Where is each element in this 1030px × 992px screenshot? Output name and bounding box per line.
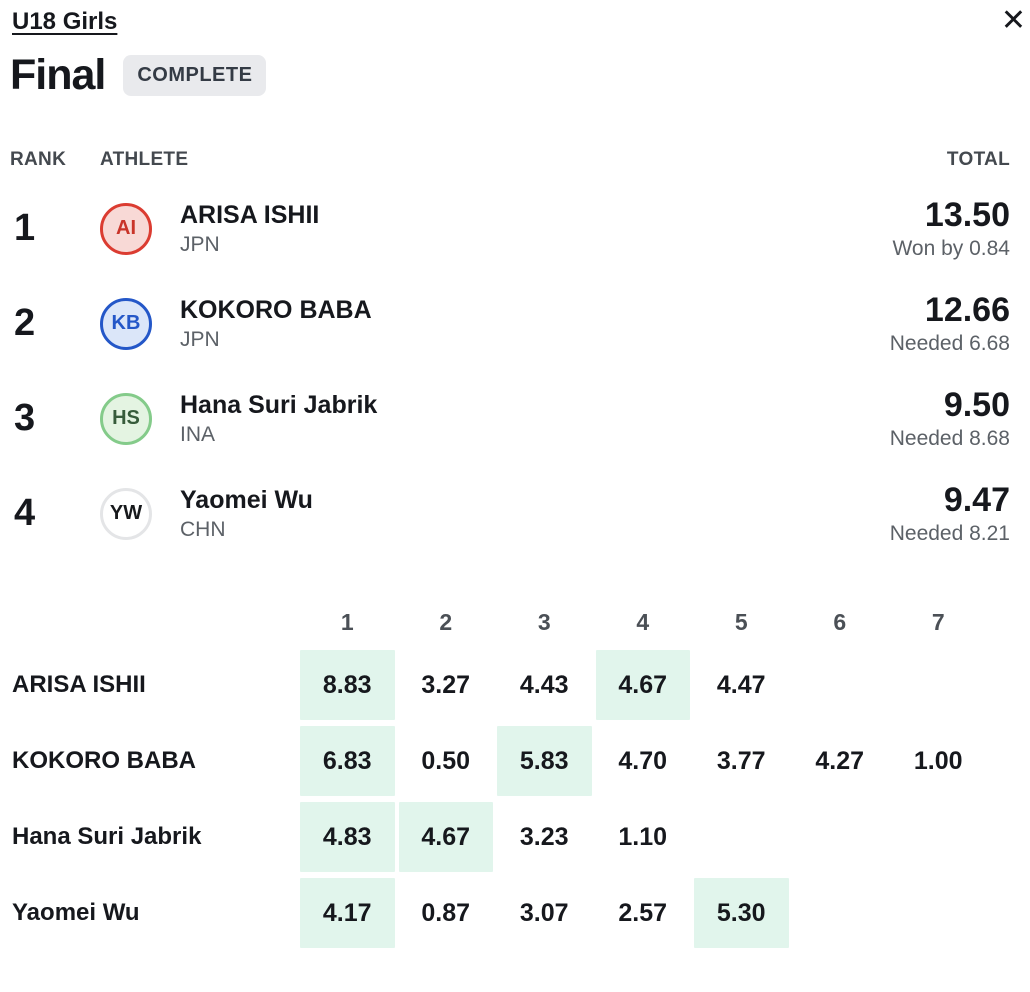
athlete-cell: HS Hana Suri Jabrik INA <box>100 390 890 447</box>
wave-score: 4.67 <box>398 802 493 873</box>
athlete-country: INA <box>180 423 216 447</box>
wave-score: 1.00 <box>913 746 963 775</box>
wave-column-4: 4 <box>636 608 650 635</box>
wave-score: 3.23 <box>519 822 569 851</box>
total-score: 9.50 <box>943 386 1010 425</box>
results-list: RANK ATHLETE TOTAL 1 AI ARISA ISHII JPN … <box>10 149 1010 561</box>
athlete-avatar: HS <box>100 392 152 445</box>
athlete-cell: AI ARISA ISHII JPN <box>100 200 892 257</box>
wave-row-label: Hana Suri Jabrik <box>12 823 202 851</box>
wave-score: 4.17 <box>300 878 395 949</box>
round-title: Final <box>10 51 106 99</box>
athlete-text: Hana Suri Jabrik INA <box>180 390 377 447</box>
wave-column-2: 2 <box>439 608 453 635</box>
wave-row-kokoro-baba: KOKORO BABA 6.83 0.50 5.83 4.70 3.77 4.2… <box>10 723 1010 799</box>
total-score: 9.47 <box>943 481 1010 520</box>
athlete-avatar: YW <box>100 487 152 540</box>
wave-column-6: 6 <box>833 608 847 635</box>
wave-score: 3.27 <box>421 670 471 699</box>
wave-score: 0.50 <box>421 746 471 775</box>
wave-table-header: 1 2 3 4 5 6 7 <box>10 603 1010 641</box>
results-header: RANK ATHLETE TOTAL <box>10 149 1010 171</box>
wave-score: 5.30 <box>694 878 789 949</box>
total-cell: 12.66 Needed 6.68 <box>890 291 1010 356</box>
athlete-name: Yaomei Wu <box>180 486 313 515</box>
athlete-text: ARISA ISHII JPN <box>180 200 319 257</box>
athlete-avatar: AI <box>100 202 152 255</box>
result-row-1[interactable]: 1 AI ARISA ISHII JPN 13.50 Won by 0.84 <box>10 181 1010 276</box>
division-link[interactable]: U18 Girls <box>12 8 118 35</box>
total-score: 13.50 <box>924 196 1010 235</box>
wave-score: 0.87 <box>421 898 471 927</box>
wave-row-yaomei-wu: Yaomei Wu 4.17 0.87 3.07 2.57 5.30 <box>10 875 1010 951</box>
rank: 4 <box>14 492 36 535</box>
result-rows: 1 AI ARISA ISHII JPN 13.50 Won by 0.84 2… <box>10 181 1010 561</box>
wave-column-5: 5 <box>734 608 748 635</box>
total-score: 12.66 <box>924 291 1010 330</box>
total-note: Needed 6.68 <box>889 332 1010 356</box>
rank: 2 <box>14 302 36 345</box>
wave-header-spacer <box>10 603 298 641</box>
wave-score: 6.83 <box>300 726 395 797</box>
wave-score: 4.47 <box>716 670 766 699</box>
wave-column-1: 1 <box>340 608 354 635</box>
wave-row-label: Yaomei Wu <box>12 899 140 927</box>
wave-score: 8.83 <box>300 650 395 721</box>
wave-score: 2.57 <box>618 898 668 927</box>
wave-column-7: 7 <box>931 608 945 635</box>
rank-column-header: RANK <box>10 149 67 171</box>
athlete-cell: KB KOKORO BABA JPN <box>100 295 890 352</box>
result-row-4[interactable]: 4 YW Yaomei Wu CHN 9.47 Needed 8.21 <box>10 466 1010 561</box>
close-icon[interactable]: ✕ <box>997 2 1030 40</box>
athlete-text: Yaomei Wu CHN <box>180 485 313 542</box>
total-column-header: TOTAL <box>946 149 1010 171</box>
wave-row-hana-suri-jabrik: Hana Suri Jabrik 4.83 4.67 3.23 1.10 <box>10 799 1010 875</box>
wave-row-label: KOKORO BABA <box>12 747 196 775</box>
athlete-avatar: KB <box>100 297 152 350</box>
athlete-text: KOKORO BABA JPN <box>180 295 372 352</box>
wave-row-arisa-ishii: ARISA ISHII 8.83 3.27 4.43 4.67 4.47 <box>10 647 1010 723</box>
wave-column-3: 3 <box>537 608 551 635</box>
round-title-row: Final COMPLETE <box>10 51 1010 99</box>
athlete-country: JPN <box>180 328 220 352</box>
total-note: Won by 0.84 <box>892 237 1010 261</box>
rank: 1 <box>14 207 36 250</box>
wave-score: 4.83 <box>300 802 395 873</box>
wave-score: 4.27 <box>815 746 865 775</box>
rank: 3 <box>14 397 36 440</box>
wave-score: 4.43 <box>519 670 569 699</box>
wave-score: 1.10 <box>618 822 668 851</box>
status-badge: COMPLETE <box>123 55 267 97</box>
wave-row-label: ARISA ISHII <box>12 671 146 699</box>
result-row-3[interactable]: 3 HS Hana Suri Jabrik INA 9.50 Needed 8.… <box>10 371 1010 466</box>
result-row-2[interactable]: 2 KB KOKORO BABA JPN 12.66 Needed 6.68 <box>10 276 1010 371</box>
wave-score: 3.07 <box>519 898 569 927</box>
total-note: Needed 8.21 <box>889 522 1010 546</box>
athlete-country: CHN <box>180 518 226 542</box>
wave-score: 3.77 <box>716 746 766 775</box>
total-cell: 9.50 Needed 8.68 <box>890 386 1010 451</box>
wave-scores-table: 1 2 3 4 5 6 7 ARISA ISHII 8.83 3.27 4.43… <box>10 603 1010 951</box>
athlete-name: KOKORO BABA <box>180 296 372 325</box>
athlete-name: ARISA ISHII <box>180 201 320 230</box>
athlete-name: Hana Suri Jabrik <box>180 391 378 420</box>
wave-score: 5.83 <box>497 726 592 797</box>
total-cell: 13.50 Won by 0.84 <box>892 196 1010 261</box>
athlete-cell: YW Yaomei Wu CHN <box>100 485 890 542</box>
wave-score: 4.70 <box>618 746 668 775</box>
wave-score: 4.67 <box>595 650 690 721</box>
athlete-country: JPN <box>180 233 220 257</box>
total-note: Needed 8.68 <box>889 427 1010 451</box>
total-cell: 9.47 Needed 8.21 <box>890 481 1010 546</box>
athlete-column-header: ATHLETE <box>100 149 189 171</box>
